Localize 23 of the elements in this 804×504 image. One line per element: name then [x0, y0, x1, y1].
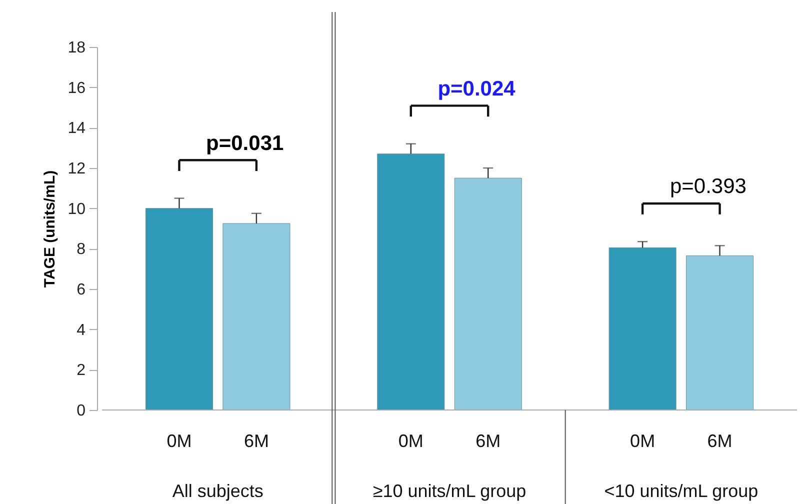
x-tick-label: 6M	[244, 431, 269, 451]
y-tick-label: 16	[68, 80, 86, 97]
y-tick-label: 4	[76, 322, 86, 339]
x-tick-label: 0M	[630, 431, 656, 451]
x-tick-label: 6M	[476, 431, 501, 451]
annotation: p=0.031	[206, 132, 284, 155]
y-tick-label: 0	[76, 402, 86, 420]
y-tick-label: 12	[68, 160, 86, 178]
y-tick-label: 6	[76, 282, 86, 298]
annotation: p=0.024	[438, 77, 516, 100]
text: All subjects	[172, 481, 264, 501]
y-tick-label: 18	[68, 40, 86, 56]
y-tick-label: 10	[68, 200, 86, 218]
text: <10 units/mL group	[604, 481, 758, 501]
x-tick-label: 0M	[398, 431, 424, 451]
annotation: p=0.393	[670, 175, 746, 198]
y-tick-label: 8	[76, 241, 86, 258]
text: ≥10 units/mL group	[372, 481, 526, 501]
x-tick-label: 0M	[166, 431, 192, 451]
y-axis-title: TAGE (units/mL)	[42, 170, 59, 288]
x-tick-label: 6M	[707, 431, 732, 451]
y-tick-label: 2	[76, 362, 86, 380]
y-tick-label: 14	[68, 120, 86, 138]
